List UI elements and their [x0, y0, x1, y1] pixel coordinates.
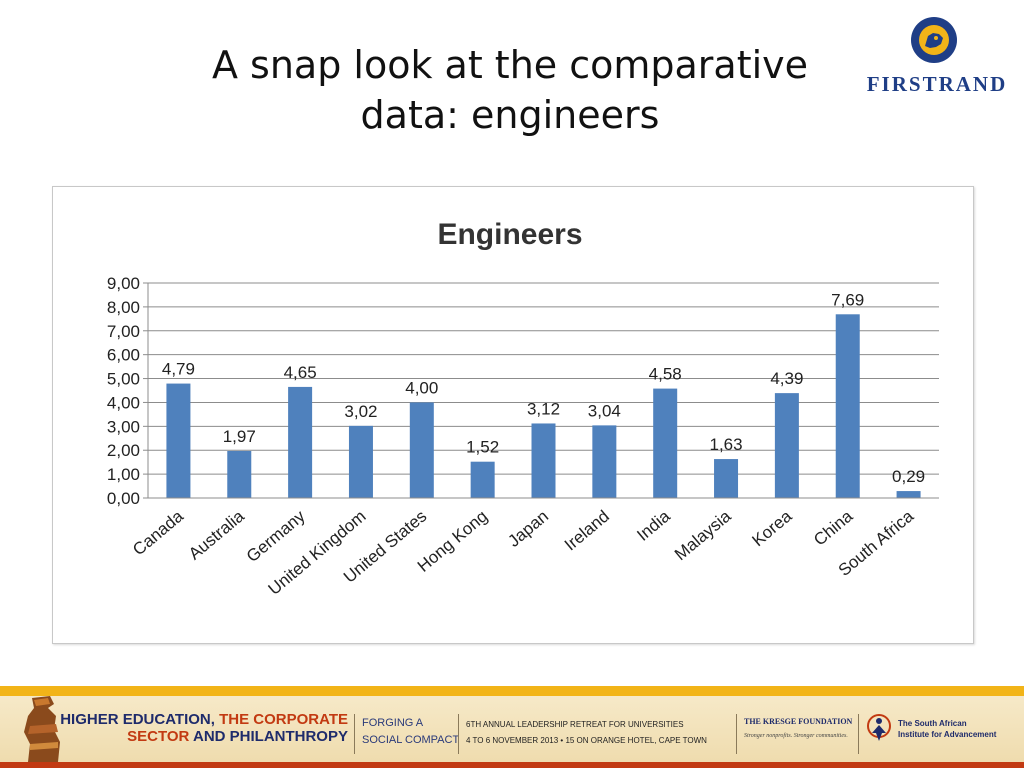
- engineers-bar-chart: Engineers 4,79 1,97 4,65 3,02 4,00 1,52 3,12 3,…: [53, 187, 973, 643]
- bar: [592, 425, 616, 498]
- saia-name: The South African Institute for Advancem…: [898, 718, 996, 740]
- data-label: 3,02: [344, 402, 377, 421]
- bar: [714, 459, 738, 498]
- y-tick-label: 1,00: [107, 465, 140, 484]
- saia-logo-icon: [866, 713, 892, 745]
- bar: [288, 387, 312, 498]
- footer-line1-part1: HIGHER EDUCATION,: [60, 711, 215, 728]
- data-label: 0,29: [892, 467, 925, 486]
- forging-compact-text: FORGING A SOCIAL COMPACT: [362, 715, 459, 749]
- retreat-line-2: 4 TO 6 NOVEMBER 2013 • 15 ON ORANGE HOTE…: [466, 733, 707, 749]
- retreat-line-1: 6TH ANNUAL LEADERSHIP RETREAT FOR UNIVER…: [466, 717, 707, 733]
- firstrand-wordmark: FIRSTRAND: [862, 72, 1012, 97]
- footer-line2-part1: SECTOR: [127, 728, 189, 745]
- slide-title-line-2: data: engineers: [140, 90, 880, 140]
- y-tick-label: 6,00: [107, 346, 140, 365]
- data-label: 4,65: [284, 363, 317, 382]
- y-tick-label: 5,00: [107, 370, 140, 389]
- y-tick-label: 3,00: [107, 417, 140, 436]
- y-tick-label: 4,00: [107, 393, 140, 412]
- footer-red-band: [0, 762, 1024, 768]
- x-category-label: Japan: [504, 507, 552, 551]
- x-category-label: Malaysia: [671, 506, 735, 564]
- chart-container: Engineers 4,79 1,97 4,65 3,02 4,00 1,52 3,12 3,…: [52, 186, 974, 644]
- bar: [410, 402, 434, 498]
- footer-line1-part2: THE CORPORATE: [219, 711, 348, 728]
- data-label: 3,12: [527, 399, 560, 418]
- event-footer: HIGHER EDUCATION, THE CORPORATE SECTOR A…: [0, 686, 1024, 768]
- footer-divider: [858, 714, 859, 754]
- footer-gold-band: [0, 686, 1024, 696]
- bar: [775, 393, 799, 498]
- firstrand-emblem-icon: [910, 16, 958, 64]
- footer-divider: [458, 714, 459, 754]
- bar: [897, 491, 921, 498]
- x-category-label: China: [810, 506, 857, 549]
- bar: [166, 384, 190, 498]
- y-tick-label: 9,00: [107, 274, 140, 293]
- retreat-details: 6TH ANNUAL LEADERSHIP RETREAT FOR UNIVER…: [466, 717, 707, 749]
- saia-line-1: The South African: [898, 718, 996, 729]
- data-label: 1,52: [466, 438, 499, 457]
- x-category-label: Korea: [748, 506, 795, 550]
- forging-line-1: FORGING A: [362, 715, 459, 732]
- data-label: 3,04: [588, 401, 621, 420]
- y-tick-label: 2,00: [107, 441, 140, 460]
- bar: [653, 389, 677, 498]
- y-tick-label: 0,00: [107, 489, 140, 508]
- y-tick-label: 7,00: [107, 322, 140, 341]
- footer-divider: [354, 714, 355, 754]
- chart-title: Engineers: [437, 218, 582, 251]
- kresge-foundation-name: THE KRESGE FOUNDATION: [744, 717, 852, 726]
- footer-line2-part2: AND PHILANTHROPY: [193, 728, 348, 745]
- x-category-label: India: [633, 506, 674, 545]
- data-label: 1,63: [709, 435, 742, 454]
- footer-main-heading: HIGHER EDUCATION, THE CORPORATE SECTOR A…: [60, 711, 348, 745]
- bar: [227, 451, 251, 498]
- data-label: 7,69: [831, 290, 864, 309]
- data-label: 4,79: [162, 360, 195, 379]
- x-category-label: Canada: [129, 506, 187, 559]
- bar: [836, 314, 860, 498]
- bar: [349, 426, 373, 498]
- slide-title-line-1: A snap look at the comparative: [140, 40, 880, 90]
- saia-line-2: Institute for Advancement: [898, 729, 996, 740]
- x-category-label: Australia: [185, 506, 248, 563]
- data-label: 4,00: [405, 378, 438, 397]
- x-category-label: Ireland: [561, 507, 613, 555]
- data-label: 4,58: [649, 365, 682, 384]
- bar: [532, 423, 556, 498]
- firstrand-logo: FIRSTRAND: [862, 16, 1012, 96]
- data-label: 4,39: [770, 369, 803, 388]
- y-tick-label: 8,00: [107, 298, 140, 317]
- footer-divider: [736, 714, 737, 754]
- slide-title: A snap look at the comparative data: eng…: [140, 40, 880, 140]
- bar: [471, 462, 495, 498]
- data-label: 1,97: [223, 427, 256, 446]
- kresge-foundation-tagline: Stronger nonprofits. Stronger communitie…: [744, 733, 848, 739]
- forging-line-2: SOCIAL COMPACT: [362, 732, 459, 749]
